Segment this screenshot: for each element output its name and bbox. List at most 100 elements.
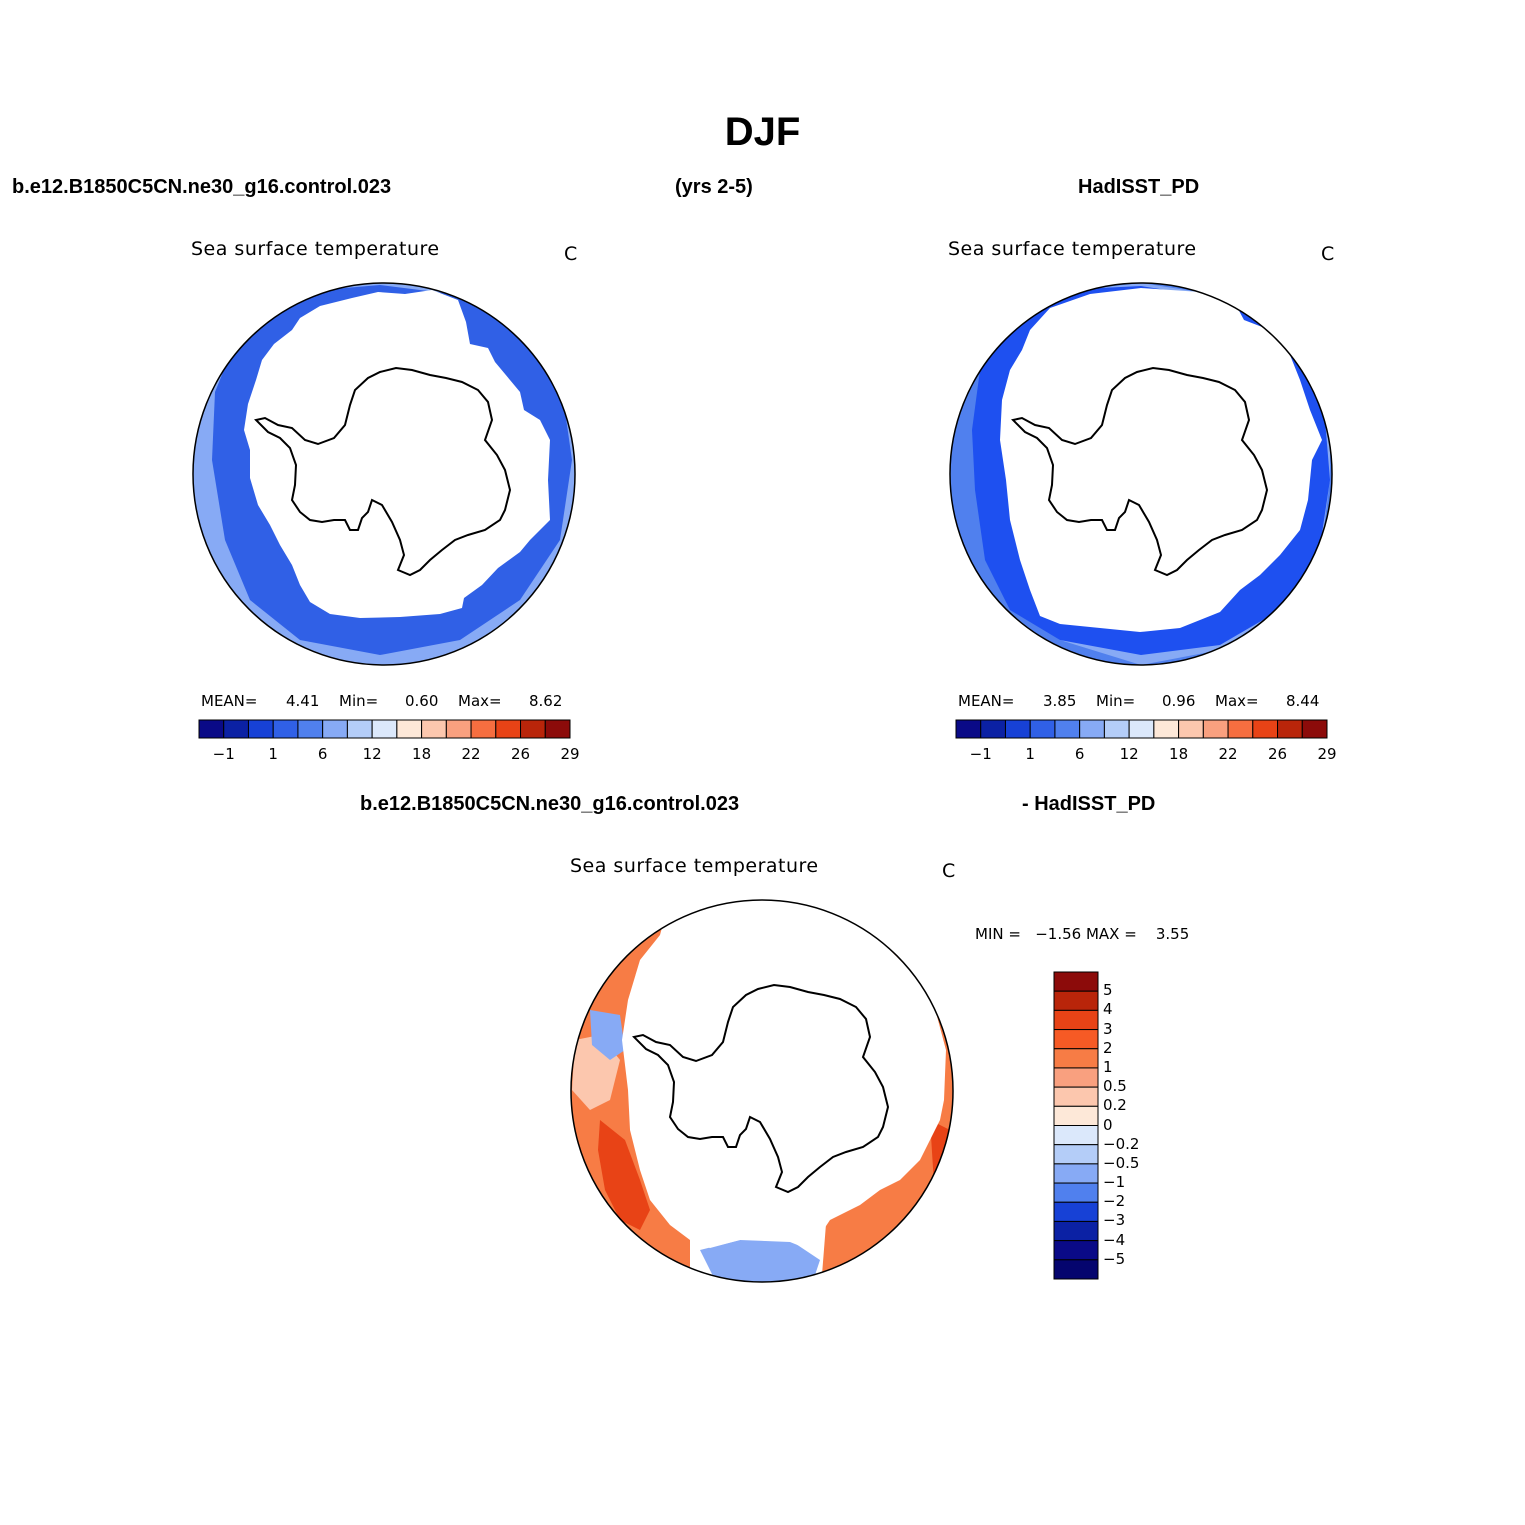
panel1-max-label: Max=: [458, 692, 502, 710]
years-header: (yrs 2-5): [675, 176, 753, 198]
panel1-map: [193, 283, 575, 665]
panel1-colorbar-box: [396, 719, 423, 739]
panel1-colorbar-box: [198, 719, 225, 739]
panel1-colorbar-label: 18: [412, 745, 432, 763]
panel3-colorbar-box: [1053, 1201, 1099, 1222]
panel1-colorbar-box: [322, 719, 348, 739]
panel3-colorbar-label: 5: [1103, 981, 1113, 1000]
panel1-mean-label: MEAN=: [201, 692, 258, 710]
panel3-stats: MIN = −1.56 MAX = 3.55: [975, 925, 1190, 943]
panel2-colorbar-box: [1004, 719, 1031, 739]
panel2-colorbar-label: 6: [1074, 745, 1085, 763]
panel3-colorbar-label: −2: [1103, 1192, 1126, 1211]
panel1-colorbar-box: [445, 719, 472, 739]
panel1-colorbar-box: [247, 719, 274, 739]
panel3-colorbar-box: [1053, 1163, 1099, 1184]
panel1-colorbar-box: [495, 719, 522, 739]
panel2-title: Sea surface temperature: [948, 238, 1197, 260]
panel2-antarctica-outline: [1011, 366, 1269, 577]
panel2-max-value: 8.44: [1286, 692, 1320, 710]
panel3-antarctica-outline: [632, 983, 890, 1194]
panel3-colorbar-label: 4: [1103, 1000, 1113, 1019]
panel3-title: Sea surface temperature: [570, 855, 819, 877]
panel1-colorbar-label: 29: [560, 745, 580, 763]
panel2-colorbar-label: 18: [1169, 745, 1189, 763]
panel1-units: C: [564, 243, 578, 265]
panel2-mean-value: 3.85: [1043, 692, 1077, 710]
panel1-antarctica-outline: [254, 366, 512, 577]
panel3-colorbar-label: 0.2: [1103, 1096, 1127, 1115]
panel2-mean-label: MEAN=: [958, 692, 1015, 710]
panel3-colorbar-label: 3: [1103, 1019, 1113, 1038]
panel3-colorbar-label: −5: [1103, 1249, 1126, 1268]
panel3-colorbar-box: [1053, 1029, 1099, 1050]
panel3-colorbar-box: [1053, 990, 1099, 1011]
panel1-min-value: 0.60: [405, 692, 439, 710]
panel1-colorbar-box: [520, 719, 546, 739]
panel2-colorbar-box: [1029, 719, 1056, 739]
case-name-header: b.e12.B1850C5CN.ne30_g16.control.023: [12, 176, 392, 198]
panel1-colorbar-box: [272, 719, 299, 739]
diff-obs-name-header: - HadISST_PD: [1022, 793, 1156, 815]
panel2-colorbar-box: [955, 719, 982, 739]
panel3-colorbar-label: 0.5: [1103, 1077, 1127, 1096]
panel2-colorbar-box: [1277, 719, 1303, 739]
panel2-min-value: 0.96: [1162, 692, 1196, 710]
main-title: DJF: [724, 110, 801, 154]
panel2-map: [950, 283, 1332, 665]
panel2-colorbar-label: 29: [1317, 745, 1337, 763]
panel1-colorbar-label: 26: [510, 745, 531, 763]
panel1-mean-value: 4.41: [286, 692, 320, 710]
panel3-colorbar-label: 0: [1103, 1115, 1113, 1134]
panel3-colorbar-label: −0.2: [1103, 1134, 1140, 1153]
panel3-colorbar-label: −0.5: [1103, 1153, 1140, 1172]
panel1-colorbar-box: [346, 719, 373, 739]
panel1-colorbar-box: [371, 719, 398, 739]
panel2-colorbar-label: −1: [969, 745, 992, 763]
panel3-colorbar-box: [1053, 1144, 1099, 1165]
panel2-colorbar-box: [1128, 719, 1155, 739]
panel3-colorbar-label: −4: [1103, 1230, 1126, 1249]
panel2-colorbar-label: 22: [1218, 745, 1238, 763]
panel2-colorbar-box: [1054, 719, 1081, 739]
panel2-colorbar-box: [1252, 719, 1279, 739]
panel3-colorbar-box: [1053, 1220, 1099, 1242]
panel2-colorbar-box: [1202, 719, 1229, 739]
panel2-colorbar-label: 1: [1025, 745, 1035, 763]
panel3-colorbar-box: [1053, 1240, 1099, 1261]
panel1-max-value: 8.62: [529, 692, 563, 710]
panel3-colorbar-label: −1: [1103, 1173, 1126, 1192]
panel1-colorbar-label: 22: [461, 745, 481, 763]
panel3-colorbar-box: [1053, 1048, 1099, 1069]
panel3-units: C: [942, 860, 956, 882]
panel1-colorbar: [198, 719, 571, 739]
panel1-colorbar-label: 1: [268, 745, 278, 763]
panel2-colorbar-box: [1227, 719, 1254, 739]
panel2-colorbar-box: [980, 719, 1006, 739]
panel2-colorbar: [955, 719, 1328, 739]
panel1-colorbar-label: 12: [362, 745, 382, 763]
panel1-colorbar-box: [470, 719, 497, 739]
diff-case-name-header: b.e12.B1850C5CN.ne30_g16.control.023: [360, 793, 740, 815]
panel3-colorbar-box: [1053, 1105, 1099, 1126]
panel1-colorbar-box: [544, 719, 571, 739]
panel2-colorbar-box: [1079, 719, 1105, 739]
obs-name-header: HadISST_PD: [1078, 176, 1200, 198]
panel3-colorbar-box: [1053, 1067, 1099, 1088]
panel3-colorbar-label: 1: [1103, 1057, 1113, 1076]
panel3-map: [571, 900, 953, 1282]
panel1-colorbar-label: −1: [212, 745, 235, 763]
panel1-colorbar-label: 6: [317, 745, 328, 763]
panel3-colorbar-label: −3: [1103, 1211, 1126, 1230]
panel3-colorbar: [1053, 971, 1099, 1280]
panel3-colorbar-box: [1053, 1182, 1099, 1203]
panel3-colorbar-box: [1053, 1259, 1099, 1280]
panel1-min-label: Min=: [339, 692, 379, 710]
panel3-colorbar-label: 2: [1103, 1038, 1113, 1057]
panel2-colorbar-box: [1178, 719, 1204, 739]
panel2-max-label: Max=: [1215, 692, 1259, 710]
panel1-colorbar-box: [421, 719, 447, 739]
panel2-units: C: [1321, 243, 1335, 265]
panel1-colorbar-box: [223, 719, 249, 739]
